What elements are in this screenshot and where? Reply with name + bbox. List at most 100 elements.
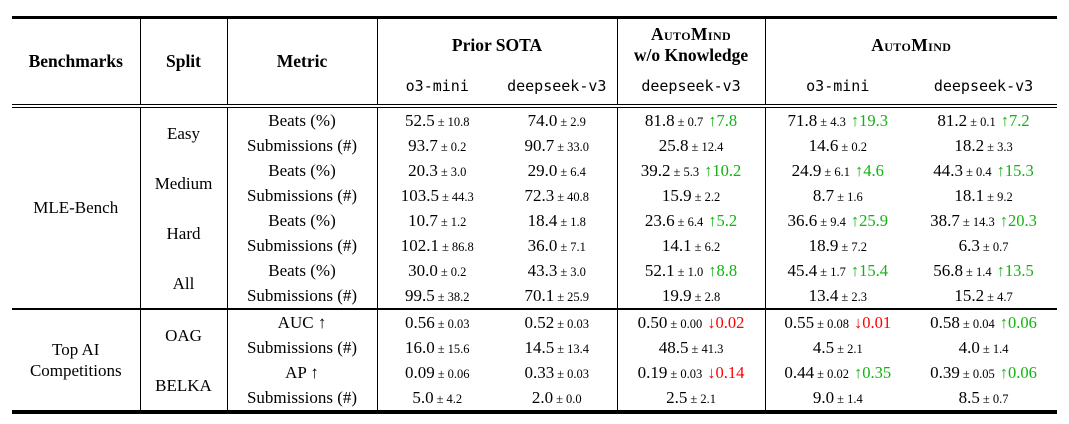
value-cell: 43.3 ± 3.0 bbox=[497, 258, 617, 283]
std-deviation: ± 1.4 bbox=[837, 392, 863, 406]
std-deviation: ± 1.6 bbox=[837, 190, 863, 204]
up-arrow-icon: ↑ bbox=[850, 210, 860, 230]
value-cell: 39.2 ± 5.3 ↑10.2 bbox=[616, 158, 766, 183]
std-deviation: ± 3.0 bbox=[560, 265, 586, 279]
table-row: All Beats (%) 30.0 ± 0.2 43.3 ± 3.0 52.1 ± 1.0 ↑… bbox=[12, 258, 1057, 309]
up-arrow-icon: ↑ bbox=[855, 160, 864, 180]
value-cell: 52.1 ± 1.0 ↑8.8 bbox=[616, 258, 766, 283]
metric-name: AP ↑ bbox=[226, 360, 377, 385]
automind-group-label: AutoMind bbox=[871, 34, 952, 55]
delta-up-indicator: ↑4.6 bbox=[855, 160, 884, 180]
std-deviation: ± 6.4 bbox=[677, 214, 704, 229]
header-group-row: Benchmarks Split Metric Prior SOTA AutoM… bbox=[12, 17, 1058, 108]
split-name: OAG bbox=[139, 308, 227, 360]
value-cell: 0.44 ± 0.02 ↑0.35 bbox=[764, 360, 911, 385]
delta-up-indicator: ↑20.3 bbox=[999, 210, 1037, 230]
delta-down-indicator: ↓0.14 bbox=[707, 362, 745, 382]
value-cell: 14.5 ± 13.4 bbox=[497, 335, 617, 360]
std-deviation: ± 3.3 bbox=[987, 140, 1013, 154]
metric-value: 81.2 bbox=[937, 110, 968, 130]
std-deviation: ± 9.4 bbox=[820, 214, 846, 229]
value-cell: 9.0 ± 1.4 bbox=[764, 385, 911, 412]
std-deviation: ± 0.0 bbox=[556, 392, 582, 406]
std-deviation: ± 25.9 bbox=[557, 290, 590, 304]
std-deviation: ± 2.8 bbox=[694, 290, 721, 304]
metric-value: 2.0 bbox=[531, 388, 554, 407]
std-deviation: ± 10.8 bbox=[437, 115, 470, 129]
model-header-prior-o3-mini: o3-mini bbox=[376, 71, 497, 108]
metric-name: Submissions (#) bbox=[226, 183, 377, 208]
metric-value: 8.7 bbox=[812, 186, 835, 205]
std-deviation: ± 1.4 bbox=[966, 264, 992, 279]
up-arrow-icon: ↑ bbox=[996, 160, 1005, 180]
table-row: Medium Beats (%) 20.3 ± 3.0 29.0 ± 6.4 39.2 ± 5… bbox=[12, 158, 1057, 208]
up-arrow-icon: ↑ bbox=[708, 210, 717, 230]
column-header-split: Split bbox=[139, 17, 227, 108]
value-cell: 4.0 ± 1.4 bbox=[910, 335, 1057, 360]
value-cell: 45.4 ± 1.7 ↑15.4 bbox=[764, 258, 911, 283]
metric-value: 0.58 bbox=[930, 312, 960, 332]
column-group-prior-sota: Prior SOTA bbox=[376, 17, 618, 71]
std-deviation: ± 38.2 bbox=[437, 290, 470, 304]
metric-value: 0.09 bbox=[404, 363, 435, 382]
table-row: Submissions (#) 93.7 ± 0.2 90.7 ± 33.0 25.8 ± … bbox=[12, 133, 1057, 158]
std-deviation: ± 40.8 bbox=[557, 190, 590, 204]
value-cell: 18.9 ± 7.2 bbox=[764, 233, 911, 258]
metric-value: 18.9 bbox=[808, 236, 839, 255]
delta-up-indicator: ↑25.9 bbox=[850, 210, 889, 230]
split-name: All bbox=[139, 258, 227, 309]
delta-up-indicator: ↑15.4 bbox=[850, 260, 889, 280]
value-cell: 18.1 ± 9.2 bbox=[910, 183, 1057, 208]
model-header-prior-deepseek-v3: deepseek-v3 bbox=[497, 71, 618, 108]
value-cell: 4.5 ± 2.1 bbox=[764, 335, 911, 360]
metric-value: 38.7 bbox=[930, 210, 960, 230]
delta-up-indicator: ↑0.06 bbox=[999, 362, 1037, 382]
metric-value: 36.6 bbox=[787, 210, 818, 230]
value-cell: 38.7 ± 14.3 ↑20.3 bbox=[910, 208, 1057, 233]
std-deviation: ± 33.0 bbox=[557, 140, 590, 154]
std-deviation: ± 7.2 bbox=[841, 240, 867, 254]
metric-value: 39.2 bbox=[640, 160, 671, 180]
metric-value: 0.52 bbox=[524, 313, 555, 332]
metric-value: 25.8 bbox=[658, 136, 689, 155]
metric-value: 0.50 bbox=[637, 312, 668, 332]
split-name: Medium bbox=[139, 158, 227, 208]
up-arrow-icon: ↑ bbox=[704, 160, 713, 180]
value-cell: 44.3 ± 0.4 ↑15.3 bbox=[910, 158, 1057, 183]
metric-value: 24.9 bbox=[791, 160, 822, 180]
delta-up-indicator: ↑5.2 bbox=[708, 210, 738, 230]
up-arrow-icon: ↑ bbox=[850, 260, 860, 280]
metric-value: 36.0 bbox=[527, 236, 558, 255]
metric-name: Submissions (#) bbox=[226, 335, 377, 360]
std-deviation: ± 3.0 bbox=[440, 165, 467, 179]
metric-value: 2.5 bbox=[666, 388, 688, 407]
value-cell: 102.1 ± 86.8 bbox=[376, 233, 497, 258]
metric-name: Beats (%) bbox=[226, 158, 377, 183]
delta-down-indicator: ↓0.02 bbox=[707, 312, 745, 332]
metric-value: 90.7 bbox=[524, 136, 555, 155]
column-group-automind-wo-knowledge: AutoMind w/o Knowledge bbox=[616, 17, 766, 71]
up-arrow-icon: ↑ bbox=[708, 260, 717, 280]
benchmark-name: Top AI Competitions bbox=[12, 308, 140, 412]
metric-name: AUC ↑ bbox=[226, 308, 377, 335]
delta-down-indicator: ↓0.01 bbox=[854, 312, 892, 332]
value-cell: 10.7 ± 1.2 bbox=[376, 208, 497, 233]
delta-up-indicator: ↑8.8 bbox=[708, 260, 738, 280]
metric-value: 44.3 bbox=[933, 160, 964, 180]
metric-value: 70.1 bbox=[524, 286, 555, 305]
value-cell: 56.8 ± 1.4 ↑13.5 bbox=[910, 258, 1057, 283]
metric-value: 18.4 bbox=[527, 211, 558, 230]
automind-wo-knowledge-label-line1: AutoMind bbox=[650, 24, 732, 44]
metric-value: 0.56 bbox=[404, 313, 435, 332]
std-deviation: ± 6.1 bbox=[824, 164, 851, 179]
metric-value: 74.0 bbox=[527, 111, 558, 130]
std-deviation: ± 4.7 bbox=[987, 290, 1013, 304]
split-name: Easy bbox=[139, 106, 227, 158]
results-table-body: MLE-Bench Easy Beats (%) 52.5 ± 10.8 74.0 ± 2.… bbox=[12, 106, 1058, 412]
metric-value: 48.5 bbox=[658, 338, 689, 357]
value-cell: 30.0 ± 0.2 bbox=[376, 258, 497, 283]
automind-wo-knowledge-label-line2: w/o Knowledge bbox=[633, 45, 749, 65]
delta-up-indicator: ↑0.06 bbox=[999, 312, 1037, 332]
up-arrow-icon: ↑ bbox=[996, 260, 1005, 280]
std-deviation: ± 0.2 bbox=[841, 140, 867, 154]
